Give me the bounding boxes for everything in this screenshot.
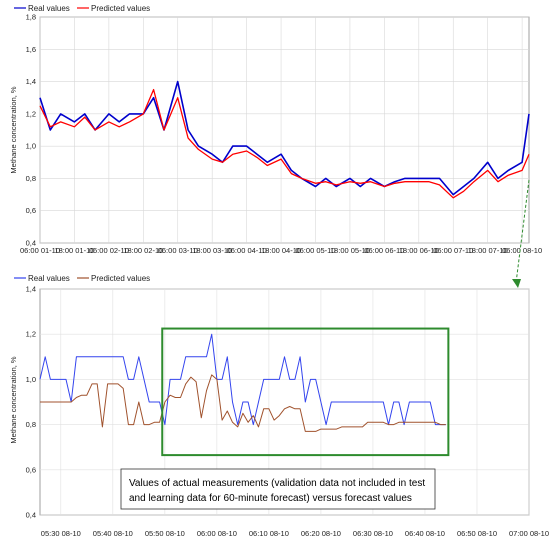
bottom-legend-real-label: Real values	[28, 274, 70, 283]
top-y-tick: 1,8	[26, 13, 36, 22]
bottom-x-tick: 06:20 08-10	[301, 529, 341, 538]
bottom-y-tick: 0,8	[26, 420, 36, 429]
bottom-legend: Real values Predicted values	[14, 274, 150, 283]
top-x-tick: 18:00 06-10	[399, 246, 439, 255]
annotation-line-2: and learning data for 60-minute forecast…	[129, 493, 412, 504]
top-x-tick: 06:00 03-10	[158, 246, 198, 255]
bottom-y-axis-label: Methane concentration, %	[9, 356, 18, 443]
bottom-x-tick: 06:50 08-10	[457, 529, 497, 538]
bottom-y-tick: 0,4	[26, 511, 36, 520]
top-legend: Real values Predicted values	[14, 4, 150, 13]
top-y-tick: 0,8	[26, 174, 36, 183]
top-y-tick: 1,4	[26, 77, 36, 86]
highlight-box	[161, 327, 450, 457]
bottom-x-tick: 05:40 08-10	[93, 529, 133, 538]
top-x-tick: 18:00 01-10	[54, 246, 94, 255]
top-gridlines	[39, 16, 529, 244]
top-x-tick: 06:00 06-10	[364, 246, 404, 255]
bottom-y-tick: 0,6	[26, 465, 36, 474]
top-y-tick-labels: 0,4 0,6 0,8 1,0 1,2 1,4 1,6 1,8	[26, 13, 36, 248]
bottom-x-tick-labels: 05:30 08-10 05:40 08-10 05:50 08-10 06:00 0…	[41, 529, 549, 538]
top-x-tick: 06:00 04-10	[227, 246, 267, 255]
top-series-predicted-line	[39, 88, 530, 199]
bottom-x-tick: 06:00 08-10	[197, 529, 237, 538]
bottom-x-tick: 07:00 08-10	[509, 529, 549, 538]
bottom-x-tick: 06:30 08-10	[353, 529, 393, 538]
bottom-x-tick: 06:10 08-10	[249, 529, 289, 538]
top-series-real-line	[39, 80, 530, 196]
top-chart: 0,40,60,81,01,21,41,61,8 06:00 01-1018:0…	[9, 4, 542, 255]
annotation-line-1: Values of actual measurements (validatio…	[129, 478, 425, 489]
bottom-y-tick: 1,0	[26, 375, 36, 384]
top-y-tick: 0,6	[26, 206, 36, 215]
top-legend-predicted-label: Predicted values	[91, 4, 150, 13]
top-x-tick: 18:00 03-10	[192, 246, 232, 255]
top-y-axis-label: Methane concentration, %	[9, 86, 18, 173]
top-series-lines	[39, 80, 530, 199]
top-x-tick: 18:00 05-10	[330, 246, 370, 255]
top-y-tick: 1,2	[26, 109, 36, 118]
top-x-tick: 06:00 02-10	[89, 246, 129, 255]
bottom-legend-predicted-label: Predicted values	[91, 274, 150, 283]
zoom-connector-arrow	[512, 179, 530, 288]
bottom-chart: 0,4 0,6 0,8 1,0 1,2 1,4 05:30 08-10 05:40 08-1…	[9, 274, 549, 538]
top-x-tick: 06:00 07-10	[433, 246, 473, 255]
bottom-series-lines	[39, 333, 446, 432]
top-y-tick: 1,0	[26, 142, 36, 151]
top-x-tick: 18:00 04-10	[261, 246, 301, 255]
top-y-tick: 0,4	[26, 239, 36, 248]
top-legend-real-label: Real values	[28, 4, 70, 13]
top-x-tick: 06:00 05-10	[295, 246, 335, 255]
top-x-tick: 18:00 02-10	[123, 246, 163, 255]
bottom-y-tick: 1,2	[26, 330, 36, 339]
bottom-series-real-line	[39, 333, 446, 426]
bottom-series-predicted-line	[40, 374, 446, 432]
top-y-tick: 1,6	[26, 45, 36, 54]
bottom-y-tick: 1,4	[26, 285, 36, 294]
top-x-tick: 06:00 08-10	[502, 246, 542, 255]
top-x-tick: 06:00 01-10	[20, 246, 60, 255]
bottom-x-tick: 05:30 08-10	[41, 529, 81, 538]
bottom-y-tick-labels: 0,4 0,6 0,8 1,0 1,2 1,4	[26, 285, 36, 520]
bottom-x-tick: 06:40 08-10	[405, 529, 445, 538]
annotation-box: Values of actual measurements (validatio…	[120, 468, 436, 510]
bottom-x-tick: 05:50 08-10	[145, 529, 185, 538]
top-x-tick: 18:00 07-10	[468, 246, 508, 255]
top-plot-area	[39, 16, 530, 244]
